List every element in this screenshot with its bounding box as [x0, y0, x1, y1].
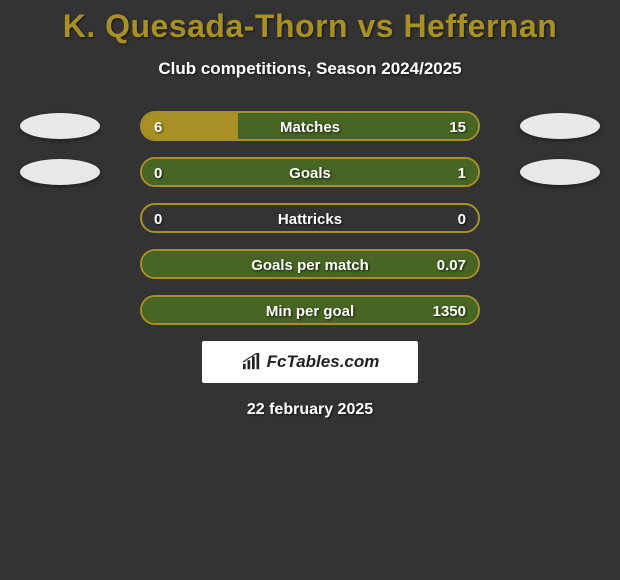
stat-row: 615Matches: [0, 111, 620, 141]
stats-container: 615Matches01Goals00Hattricks0.07Goals pe…: [0, 111, 620, 325]
stat-bar: 0.07Goals per match: [140, 249, 480, 279]
brand-badge: FcTables.com: [202, 341, 418, 383]
team-badge-right: [520, 159, 600, 185]
stat-value-left: 0: [142, 205, 174, 233]
stat-label: Hattricks: [142, 205, 478, 233]
stat-bar: 615Matches: [140, 111, 480, 141]
snapshot-date: 22 february 2025: [0, 401, 620, 419]
team-badge-right: [520, 113, 600, 139]
stat-row: 01Goals: [0, 157, 620, 187]
stat-value-left: 0: [142, 159, 174, 187]
stat-bar: 0 0Hattricks: [140, 203, 480, 233]
stat-value-left: 6: [142, 113, 174, 141]
chart-icon: [241, 353, 263, 371]
team-badge-left: [20, 113, 100, 139]
brand-text: FcTables.com: [267, 352, 380, 372]
stat-bar-right: [142, 159, 478, 185]
stat-row: 0 0Hattricks: [0, 203, 620, 233]
page-subtitle: Club competitions, Season 2024/2025: [0, 59, 620, 79]
stat-value-right: 0: [446, 205, 478, 233]
stat-row: 1350Min per goal: [0, 295, 620, 325]
stat-value-right: 0.07: [425, 251, 478, 279]
stat-bar: 01Goals: [140, 157, 480, 187]
page-title: K. Quesada-Thorn vs Heffernan: [0, 0, 620, 45]
stat-value-right: 1: [446, 159, 478, 187]
stat-value-right: 1350: [421, 297, 478, 325]
stat-value-right: 15: [437, 113, 478, 141]
team-badge-left: [20, 159, 100, 185]
stat-row: 0.07Goals per match: [0, 249, 620, 279]
stat-bar: 1350Min per goal: [140, 295, 480, 325]
